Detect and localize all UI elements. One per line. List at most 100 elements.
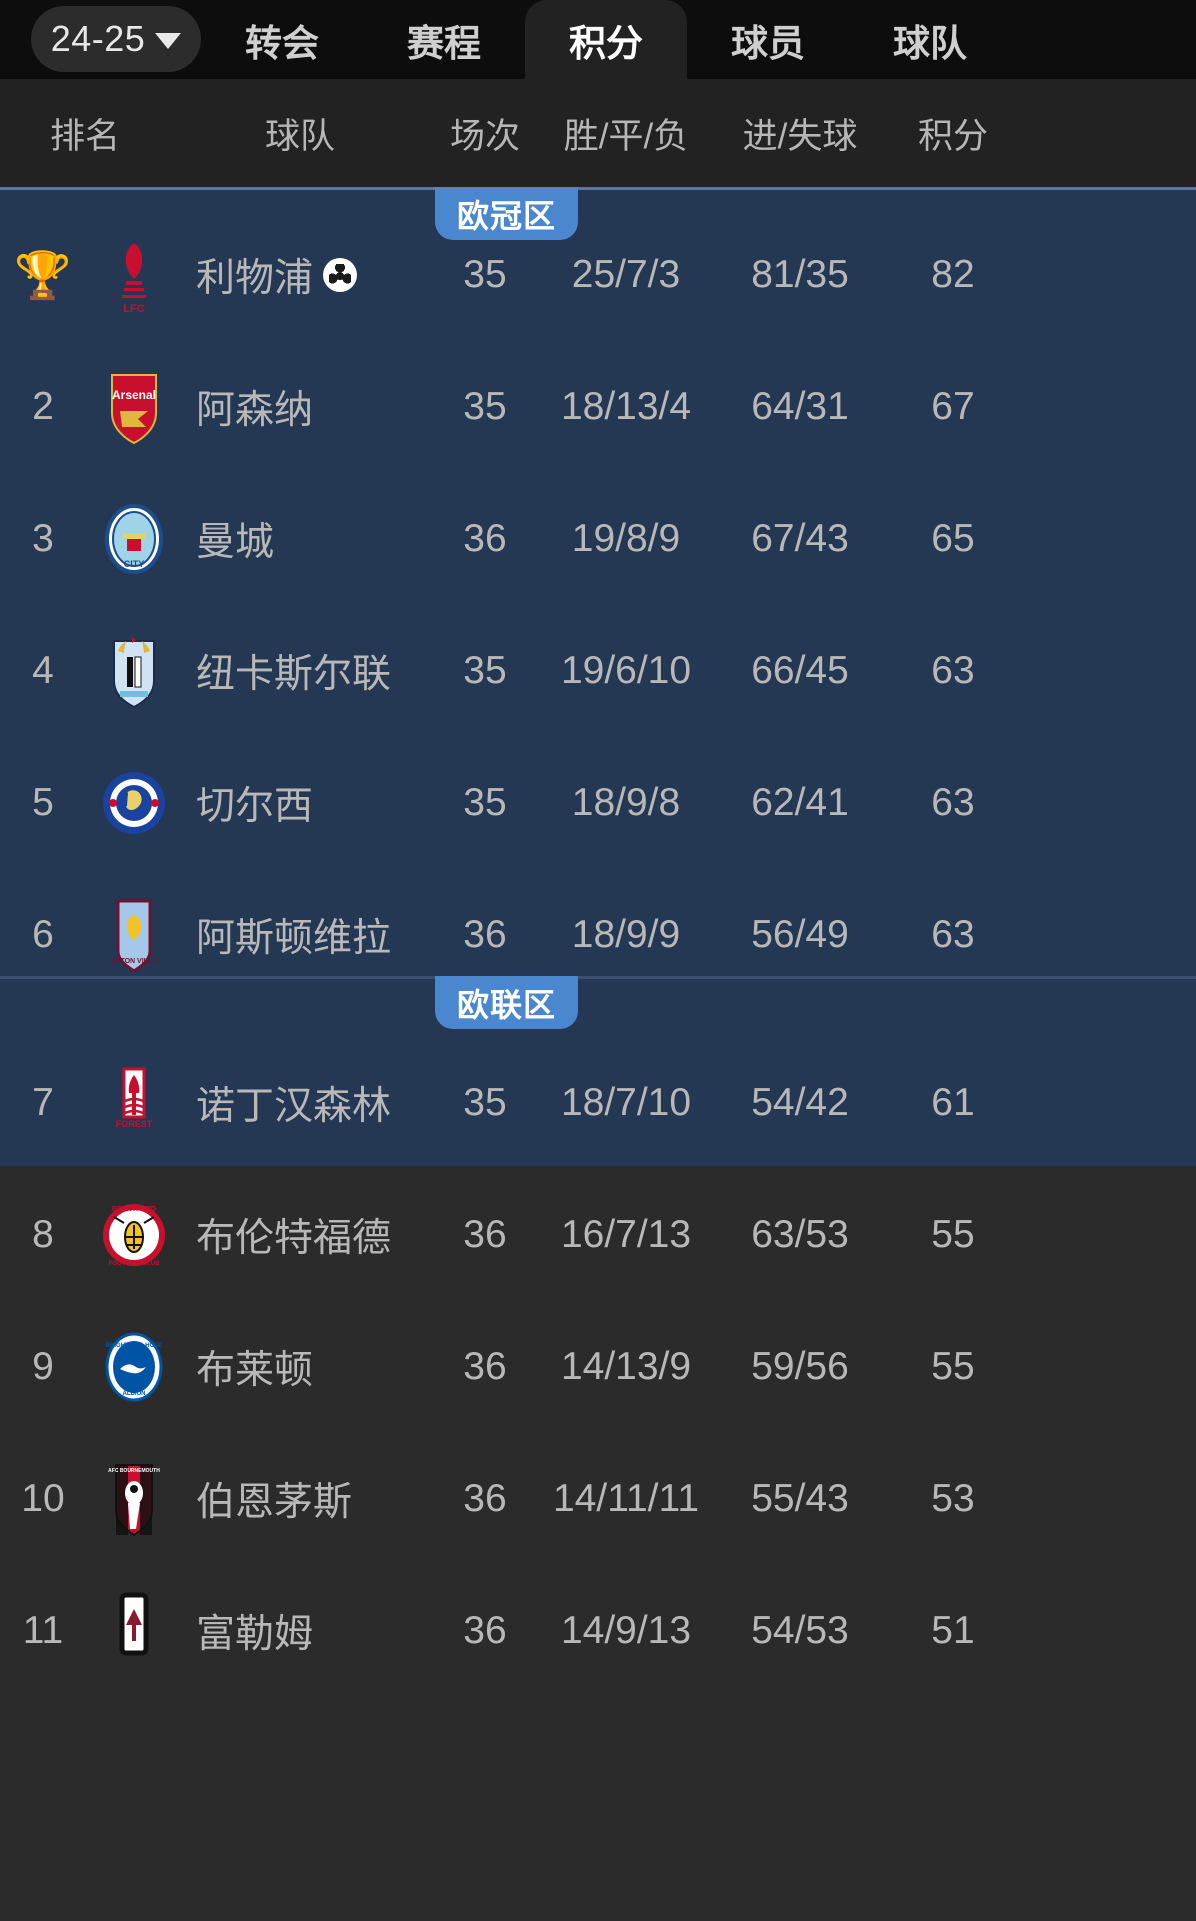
table-row[interactable]: 4 纽卡斯尔联 35 19/6/10 66/45 63	[0, 605, 1196, 737]
table-row[interactable]: 5 切尔西 35 18/9/8 62/41 63	[0, 737, 1196, 869]
cell-team-crest[interactable]: Arsenal	[86, 341, 182, 473]
cell-team-crest[interactable]: CITY	[86, 473, 182, 605]
cell-team-name[interactable]: 纽卡斯尔联	[196, 605, 486, 737]
svg-text:FOOTBALL CLUB: FOOTBALL CLUB	[109, 1261, 161, 1267]
cell-rank: 6	[0, 869, 86, 1001]
cell-win-draw-loss: 19/6/10	[560, 649, 692, 692]
cell-points: 53	[931, 1477, 975, 1520]
table-row[interactable]: 7 FOREST 诺丁汉森林 35 18/7/10 54/42 61	[0, 1037, 1196, 1169]
cell-goals-for-against: 64/31	[751, 385, 849, 428]
cell-win-draw-loss: 18/7/10	[560, 1081, 692, 1124]
tab-list: 转会 赛程 积分 球员 球队	[201, 0, 1011, 79]
cell-goals-for-against: 81/35	[751, 253, 849, 296]
cell-played: 36	[463, 1213, 507, 1256]
cell-played: 35	[463, 781, 507, 824]
tab-label: 球队	[893, 22, 967, 64]
rank-value: 8	[32, 1213, 54, 1256]
cell-goals-for-against: 55/43	[751, 1477, 849, 1520]
cell-rank: 2	[0, 341, 86, 473]
zone-band-default	[0, 1166, 1196, 1921]
rank-value: 5	[32, 781, 54, 824]
cell-goals-for-against: 54/53	[751, 1609, 849, 1652]
table-row[interactable]: 11 富勒姆 36 14/9/13 54/53 51	[0, 1565, 1196, 1697]
team-crest-icon	[96, 1589, 172, 1673]
cell-team-crest[interactable]: FOREST	[86, 1037, 182, 1169]
cell-team-name[interactable]: 富勒姆	[196, 1565, 486, 1697]
zone-badge-europa-league: 欧联区	[435, 976, 579, 1029]
tab-players[interactable]: 球员	[687, 0, 849, 79]
cell-points: 51	[931, 1609, 975, 1652]
cell-goals-for-against: 62/41	[751, 781, 849, 824]
cell-team-crest[interactable]: ASTON VILLA	[86, 869, 182, 1001]
cell-team-name[interactable]: 阿森纳	[196, 341, 486, 473]
column-header-wdl: 胜/平/负	[563, 116, 689, 156]
cell-team-crest[interactable]	[86, 605, 182, 737]
cell-played: 36	[463, 913, 507, 956]
cell-team-name[interactable]: 布莱顿	[196, 1301, 486, 1433]
cell-played: 36	[463, 1345, 507, 1388]
team-crest-icon: ASTON VILLA	[96, 893, 172, 977]
cell-rank: 10	[0, 1433, 86, 1565]
svg-text:LFC: LFC	[123, 303, 144, 315]
cell-goals-for-against: 59/56	[751, 1345, 849, 1388]
tab-standings[interactable]: 积分	[525, 0, 687, 79]
cell-team-name[interactable]: 诺丁汉森林	[196, 1037, 486, 1169]
team-crest-icon	[96, 761, 172, 845]
table-row[interactable]: 🏆 LFC 利物浦 35 25/7/3 81/35 82	[0, 209, 1196, 341]
cell-played: 35	[463, 253, 507, 296]
cell-team-name[interactable]: 伯恩茅斯	[196, 1433, 486, 1565]
season-selector[interactable]: 24-25	[31, 6, 201, 72]
svg-text:ALBION: ALBION	[123, 1391, 146, 1397]
team-name-label: 伯恩茅斯	[196, 1481, 353, 1524]
team-crest-icon: FOREST	[96, 1061, 172, 1145]
cell-points: 63	[931, 913, 975, 956]
cell-played: 35	[463, 649, 507, 692]
cell-team-crest[interactable]: BRENTFORD FOOTBALL CLUB	[86, 1169, 182, 1301]
table-row[interactable]: 2 Arsenal 阿森纳 35 18/13/4 64/31 67	[0, 341, 1196, 473]
svg-text:ASTON VILLA: ASTON VILLA	[111, 958, 158, 965]
tab-label: 球员	[731, 22, 805, 64]
tab-fixtures[interactable]: 赛程	[363, 0, 525, 79]
cell-rank: 3	[0, 473, 86, 605]
table-row[interactable]: 3 CITY 曼城 36 19/8/9 67/43 65	[0, 473, 1196, 605]
table-row[interactable]: 9 BRIGHTON & HOVE ALBION 布莱顿 36 14/13/9 5…	[0, 1301, 1196, 1433]
cell-played: 36	[463, 517, 507, 560]
team-crest-icon	[96, 629, 172, 713]
cell-team-crest[interactable]: AFC BOURNEMOUTH	[86, 1433, 182, 1565]
table-row[interactable]: 6 ASTON VILLA 阿斯顿维拉 36 18/9/9 56/49 63	[0, 869, 1196, 1001]
column-header-goals: 进/失球	[742, 116, 858, 156]
svg-text:BRENTFORD: BRENTFORD	[112, 1206, 156, 1213]
team-crest-icon: LFC	[96, 233, 172, 317]
cell-team-name[interactable]: 曼城	[196, 473, 486, 605]
zone-band-europa-league	[0, 976, 1196, 1166]
rank-value: 9	[32, 1345, 54, 1388]
cell-team-name[interactable]: 阿斯顿维拉	[196, 869, 486, 1001]
cell-team-name[interactable]: 切尔西	[196, 737, 486, 869]
table-row[interactable]: 8 BRENTFORD FOOTBALL CLUB 布伦特福德 36 16/7/1…	[0, 1169, 1196, 1301]
svg-text:FOREST: FOREST	[116, 1119, 153, 1129]
cell-team-crest[interactable]	[86, 737, 182, 869]
rank-value: 2	[32, 385, 54, 428]
cell-goals-for-against: 63/53	[751, 1213, 849, 1256]
top-tab-bar: 24-25 转会 赛程 积分 球员 球队	[0, 0, 1196, 79]
cell-team-crest[interactable]: LFC	[86, 209, 182, 341]
cell-rank: 4	[0, 605, 86, 737]
team-name-label: 阿森纳	[196, 389, 314, 432]
rank-value: 6	[32, 913, 54, 956]
cell-team-name[interactable]: 布伦特福德	[196, 1169, 486, 1301]
cell-rank: 7	[0, 1037, 86, 1169]
cell-team-crest[interactable]	[86, 1565, 182, 1697]
zone-badge-champions-league: 欧冠区	[435, 187, 579, 240]
table-row[interactable]: 10 AFC BOURNEMOUTH 伯恩茅斯 36 14/11/11 55/4…	[0, 1433, 1196, 1565]
team-name-label: 布伦特福德	[196, 1217, 392, 1260]
tab-transfers[interactable]: 转会	[201, 0, 363, 79]
cell-rank: 8	[0, 1169, 86, 1301]
cell-played: 35	[463, 385, 507, 428]
cell-goals-for-against: 67/43	[751, 517, 849, 560]
tab-teams[interactable]: 球队	[849, 0, 1011, 79]
cell-goals-for-against: 66/45	[751, 649, 849, 692]
cell-team-name[interactable]: 利物浦	[196, 209, 486, 341]
rank-value: 11	[22, 1609, 64, 1652]
cell-rank: 9	[0, 1301, 86, 1433]
cell-team-crest[interactable]: BRIGHTON & HOVE ALBION	[86, 1301, 182, 1433]
